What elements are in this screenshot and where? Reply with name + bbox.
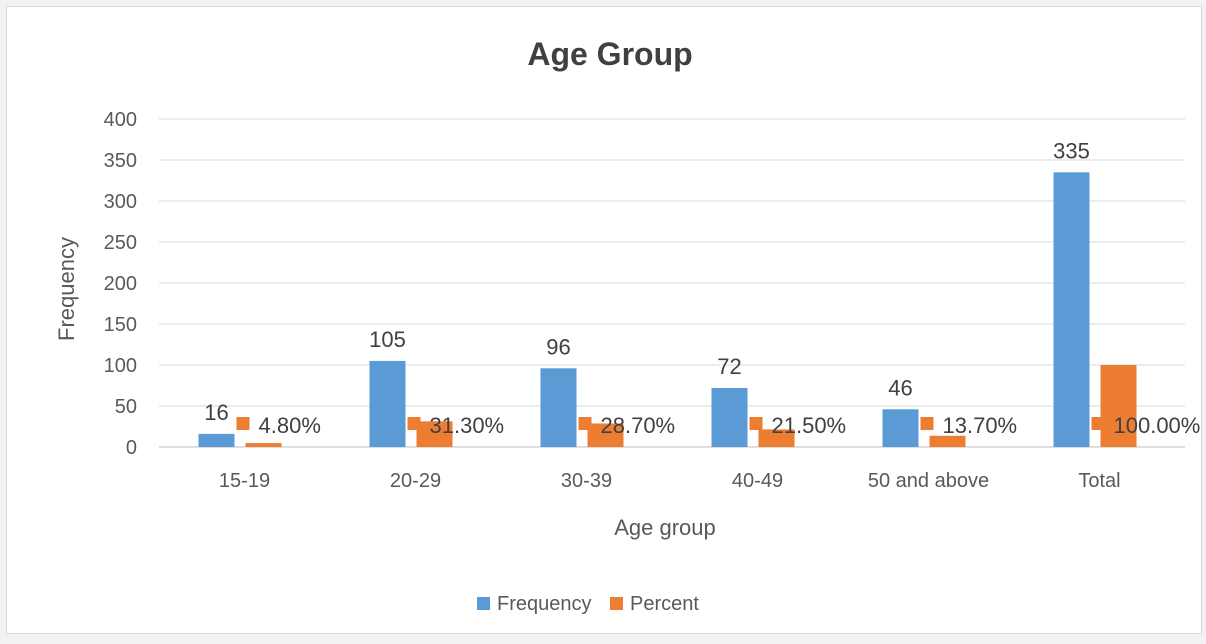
x-tick-label: 20-29 [390,470,441,492]
frequency-data-label: 335 [1053,138,1090,163]
legend-label: Frequency [497,593,592,615]
percent-data-label: 4.80% [259,413,321,438]
frequency-bar [882,409,919,447]
x-tick-label: 30-39 [561,470,612,492]
percent-bar [929,435,966,447]
y-tick-label: 150 [104,314,137,336]
percent-marker [749,417,763,430]
x-tick-label: 40-49 [732,470,783,492]
percent-marker [1091,417,1105,430]
x-tick-label: 50 and above [868,470,989,492]
x-axis-ticks: 15-19 20-29 30-39 40-49 50 and above Total [219,470,1121,492]
y-tick-label: 0 [126,437,137,459]
frequency-data-label: 46 [888,375,912,400]
legend: Frequency Percent [477,593,699,615]
frequency-bar [198,433,235,447]
y-tick-label: 250 [104,232,137,254]
percent-bar [758,429,795,447]
y-tick-label: 50 [115,396,137,418]
frequency-data-label: 105 [369,327,406,352]
percent-marker [236,417,250,430]
percent-data-label: 31.30% [430,413,505,438]
y-axis-ticks: 0 50 100 150 200 250 300 350 400 [104,109,137,459]
x-tick-label: Total [1078,470,1120,492]
chart-frame: Age Group 0 50 100 150 200 250 300 350 400 16 4.8… [6,6,1202,634]
chart-title: Age Group [527,36,692,72]
gridlines [159,118,1185,448]
frequency-data-label: 72 [717,354,741,379]
percent-bar [245,443,282,447]
frequency-bar [369,360,406,447]
percent-marker [407,417,421,430]
frequency-bar [711,387,748,447]
percent-marker [578,417,592,430]
percent-bar [587,423,624,447]
bars [198,172,1137,448]
x-axis-label: Age group [614,515,716,540]
legend-swatch [610,597,623,610]
frequency-bar [540,368,577,447]
data-labels: 16 4.80% 105 31.30% 96 28.70% 72 21.50% 46 13.70%… [204,138,1200,438]
frequency-bar [1053,172,1090,448]
x-tick-label: 15-19 [219,470,270,492]
y-axis-label: Frequency [54,237,79,341]
percent-markers [236,417,1105,430]
frequency-data-label: 96 [546,334,570,359]
percent-data-label: 21.50% [772,413,847,438]
frequency-data-label: 16 [204,400,228,425]
legend-swatch [477,597,490,610]
percent-bar [416,421,453,447]
bar-chart: Age Group 0 50 100 150 200 250 300 350 400 16 4.8… [54,36,1200,615]
y-tick-label: 200 [104,273,137,295]
y-tick-label: 300 [104,191,137,213]
percent-data-label: 28.70% [601,413,676,438]
legend-label: Percent [630,593,699,615]
percent-data-label: 13.70% [943,413,1018,438]
percent-marker [920,417,934,430]
percent-bar [1100,365,1137,447]
y-tick-label: 100 [104,355,137,377]
percent-data-label: 100.00% [1114,413,1201,438]
y-tick-label: 350 [104,150,137,172]
y-tick-label: 400 [104,109,137,131]
